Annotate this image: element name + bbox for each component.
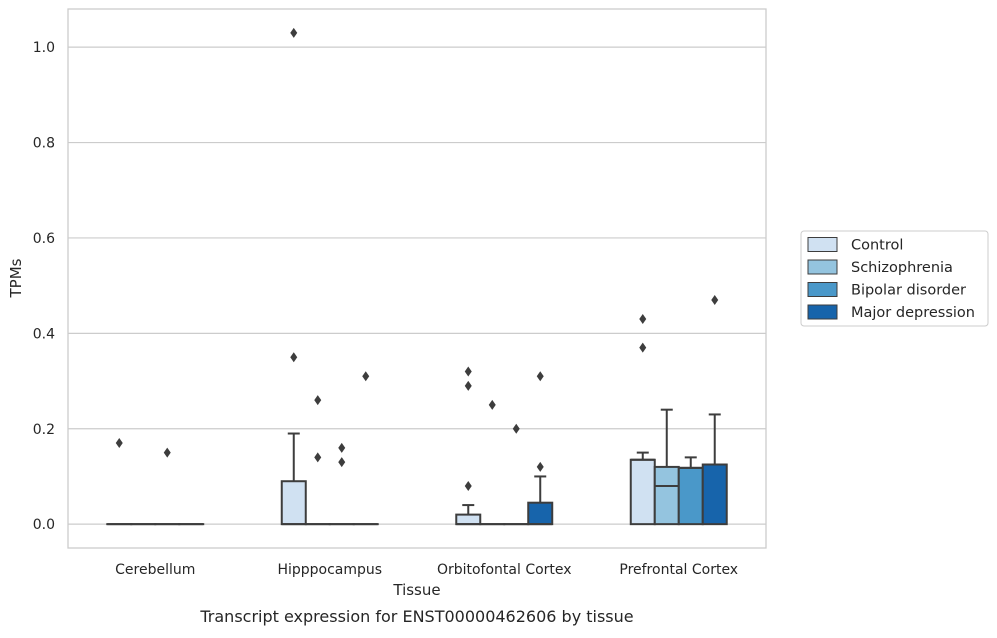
legend-label: Control bbox=[851, 238, 903, 254]
outlier-point bbox=[639, 343, 646, 353]
legend-swatch bbox=[808, 283, 837, 297]
x-tick-label: Hipppocampus bbox=[277, 562, 382, 578]
legend-label: Bipolar disorder bbox=[851, 283, 966, 299]
outlier-point bbox=[338, 457, 345, 467]
box bbox=[456, 515, 480, 525]
outlier-point bbox=[362, 371, 369, 381]
outlier-point bbox=[116, 438, 123, 448]
outlier-point bbox=[290, 352, 297, 362]
box bbox=[703, 465, 727, 525]
legend-swatch bbox=[808, 305, 837, 319]
outlier-point bbox=[639, 314, 646, 324]
grid-lines bbox=[68, 47, 766, 524]
box bbox=[655, 467, 679, 524]
legend: Control Schizophrenia Bipolar disorder Majo… bbox=[801, 231, 988, 326]
y-tick-label: 0.2 bbox=[33, 422, 55, 438]
x-tick-label: Cerebellum bbox=[115, 562, 195, 578]
outlier-point bbox=[338, 443, 345, 453]
outlier-point bbox=[164, 448, 171, 458]
outlier-point bbox=[489, 400, 496, 410]
outlier-point bbox=[537, 462, 544, 472]
y-tick-labels: 0.0 0.2 0.4 0.6 0.8 1.0 bbox=[33, 40, 55, 533]
legend-swatch bbox=[808, 238, 837, 252]
outlier-point bbox=[465, 481, 472, 491]
box bbox=[679, 468, 703, 524]
y-axis-label: TPMs bbox=[7, 258, 25, 298]
x-axis-label: Tissue bbox=[392, 581, 440, 599]
outlier-point bbox=[290, 28, 297, 38]
legend-label: Schizophrenia bbox=[851, 260, 953, 276]
box bbox=[528, 503, 552, 524]
x-tick-label: Orbitofontal Cortex bbox=[437, 562, 572, 578]
box bbox=[282, 481, 306, 524]
legend-label: Major depression bbox=[851, 305, 975, 321]
outlier-point bbox=[314, 452, 321, 462]
y-tick-label: 1.0 bbox=[33, 40, 55, 56]
y-tick-label: 0.4 bbox=[33, 326, 55, 342]
outlier-point bbox=[465, 367, 472, 377]
outlier-point bbox=[711, 295, 718, 305]
x-tick-labels: Cerebellum Hipppocampus Orbitofontal Corte… bbox=[115, 562, 738, 578]
outlier-point bbox=[314, 395, 321, 405]
y-tick-label: 0.0 bbox=[33, 517, 55, 533]
outlier-point bbox=[513, 424, 520, 434]
legend-swatch bbox=[808, 260, 837, 274]
box-marks bbox=[107, 28, 726, 524]
series-group bbox=[155, 424, 702, 524]
x-tick-label: Prefrontal Cortex bbox=[619, 562, 738, 578]
outlier-point bbox=[465, 381, 472, 391]
outlier-point bbox=[537, 371, 544, 381]
series-group bbox=[131, 395, 678, 524]
series-group bbox=[107, 28, 654, 524]
chart-caption: Transcript expression for ENST0000046260… bbox=[199, 607, 633, 626]
y-tick-label: 0.6 bbox=[33, 231, 55, 247]
box bbox=[631, 460, 655, 524]
y-tick-label: 0.8 bbox=[33, 136, 55, 152]
